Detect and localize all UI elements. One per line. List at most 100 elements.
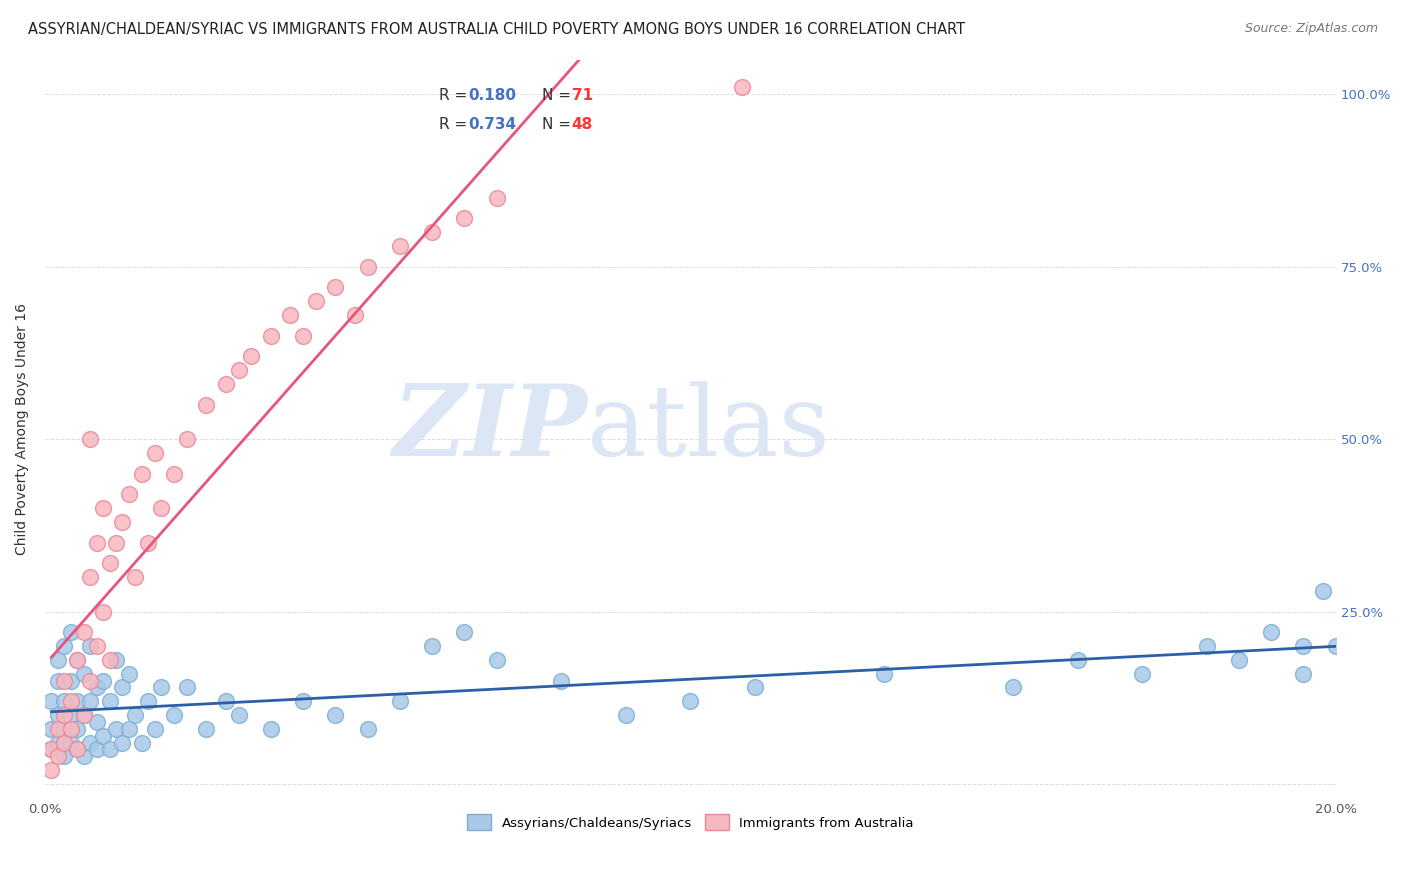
- Point: [228, 708, 250, 723]
- Point: [46, 653, 69, 667]
- Point: [260, 722, 283, 736]
- Point: [305, 294, 328, 309]
- Text: N =: N =: [541, 117, 576, 132]
- Text: N =: N =: [541, 87, 576, 103]
- Point: [59, 708, 82, 723]
- Point: [118, 722, 141, 736]
- Point: [1066, 653, 1088, 667]
- Point: [79, 432, 101, 446]
- Point: [79, 673, 101, 688]
- Point: [46, 736, 69, 750]
- Point: [343, 308, 366, 322]
- Point: [1260, 625, 1282, 640]
- Point: [744, 681, 766, 695]
- Point: [79, 736, 101, 750]
- Point: [98, 742, 121, 756]
- Point: [41, 694, 63, 708]
- Point: [59, 673, 82, 688]
- Point: [278, 308, 301, 322]
- Point: [1324, 639, 1347, 653]
- Point: [86, 535, 108, 549]
- Y-axis label: Child Poverty Among Boys Under 16: Child Poverty Among Boys Under 16: [15, 302, 30, 555]
- Point: [46, 749, 69, 764]
- Point: [195, 398, 218, 412]
- Point: [104, 653, 127, 667]
- Point: [240, 349, 263, 363]
- Point: [131, 736, 153, 750]
- Text: atlas: atlas: [588, 381, 830, 476]
- Point: [228, 363, 250, 377]
- Point: [41, 742, 63, 756]
- Point: [59, 736, 82, 750]
- Point: [150, 681, 173, 695]
- Point: [98, 653, 121, 667]
- Point: [679, 694, 702, 708]
- Point: [91, 605, 114, 619]
- Point: [150, 501, 173, 516]
- Point: [91, 501, 114, 516]
- Point: [124, 570, 146, 584]
- Legend: Assyrians/Chaldeans/Syriacs, Immigrants from Australia: Assyrians/Chaldeans/Syriacs, Immigrants …: [461, 809, 920, 836]
- Point: [1227, 653, 1250, 667]
- Text: R =: R =: [439, 87, 472, 103]
- Point: [215, 376, 238, 391]
- Point: [66, 653, 89, 667]
- Point: [195, 722, 218, 736]
- Point: [357, 722, 380, 736]
- Point: [111, 515, 134, 529]
- Point: [453, 211, 475, 226]
- Text: 0.734: 0.734: [468, 117, 516, 132]
- Point: [53, 749, 76, 764]
- Point: [53, 639, 76, 653]
- Point: [357, 260, 380, 274]
- Point: [485, 191, 508, 205]
- Point: [143, 446, 166, 460]
- Point: [41, 742, 63, 756]
- Point: [66, 742, 89, 756]
- Point: [53, 722, 76, 736]
- Point: [614, 708, 637, 723]
- Point: [550, 673, 572, 688]
- Point: [53, 736, 76, 750]
- Point: [59, 625, 82, 640]
- Point: [79, 639, 101, 653]
- Point: [1292, 639, 1315, 653]
- Point: [388, 239, 411, 253]
- Text: ASSYRIAN/CHALDEAN/SYRIAC VS IMMIGRANTS FROM AUSTRALIA CHILD POVERTY AMONG BOYS U: ASSYRIAN/CHALDEAN/SYRIAC VS IMMIGRANTS F…: [28, 22, 966, 37]
- Point: [79, 570, 101, 584]
- Point: [86, 742, 108, 756]
- Point: [73, 625, 96, 640]
- Point: [118, 487, 141, 501]
- Point: [485, 653, 508, 667]
- Point: [59, 722, 82, 736]
- Point: [86, 681, 108, 695]
- Point: [260, 328, 283, 343]
- Point: [176, 432, 198, 446]
- Point: [53, 694, 76, 708]
- Point: [215, 694, 238, 708]
- Point: [163, 708, 186, 723]
- Point: [104, 535, 127, 549]
- Text: 48: 48: [572, 117, 593, 132]
- Point: [388, 694, 411, 708]
- Point: [118, 666, 141, 681]
- Point: [79, 694, 101, 708]
- Point: [292, 328, 315, 343]
- Point: [73, 708, 96, 723]
- Point: [73, 749, 96, 764]
- Point: [104, 722, 127, 736]
- Point: [66, 653, 89, 667]
- Point: [136, 535, 159, 549]
- Point: [111, 736, 134, 750]
- Text: 71: 71: [572, 87, 593, 103]
- Point: [731, 80, 754, 95]
- Point: [66, 722, 89, 736]
- Point: [91, 729, 114, 743]
- Point: [1312, 583, 1334, 598]
- Point: [143, 722, 166, 736]
- Text: 0.180: 0.180: [468, 87, 516, 103]
- Text: Source: ZipAtlas.com: Source: ZipAtlas.com: [1244, 22, 1378, 36]
- Point: [163, 467, 186, 481]
- Point: [111, 681, 134, 695]
- Point: [66, 742, 89, 756]
